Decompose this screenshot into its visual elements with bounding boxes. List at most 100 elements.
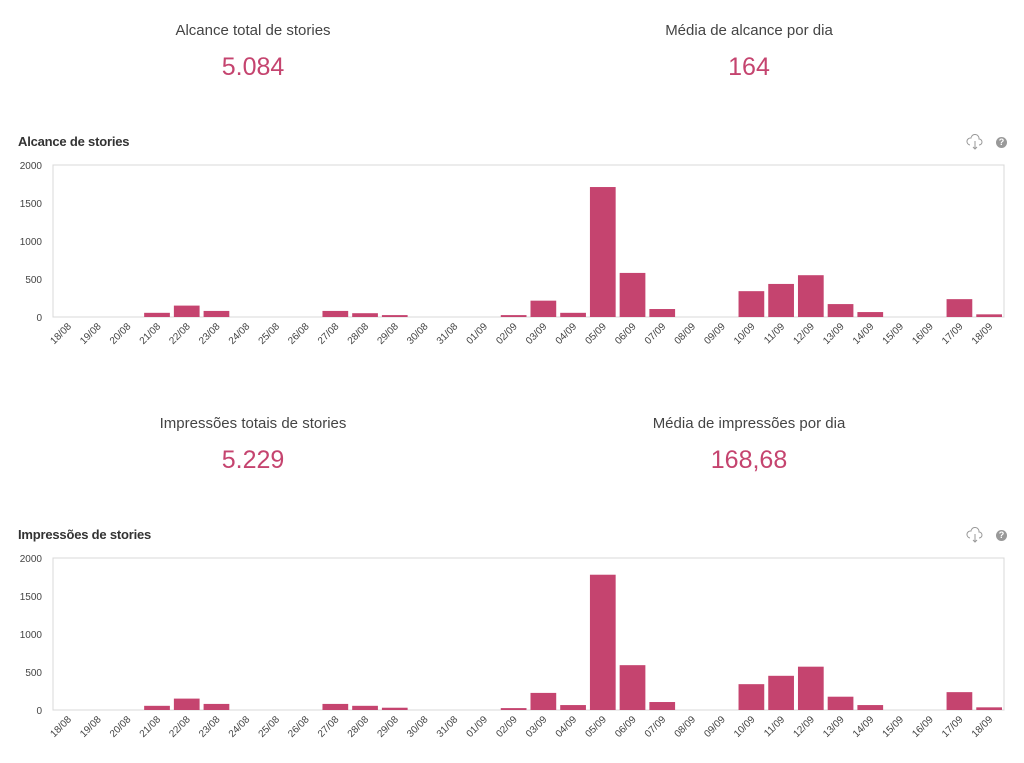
cloud-download-icon[interactable] bbox=[966, 134, 984, 150]
y-tick-label: 1500 bbox=[20, 199, 43, 210]
x-tick-label: 15/09 bbox=[881, 714, 907, 740]
bar bbox=[560, 312, 586, 317]
x-tick-label: 18/09 bbox=[970, 714, 996, 740]
x-tick-label: 06/09 bbox=[613, 714, 639, 740]
bar bbox=[203, 310, 230, 317]
impressions-bar-chart: 0 500 1000 1500 2000 18/08 19/08 20/08 21/08 22/0… bbox=[20, 554, 1005, 740]
bar bbox=[352, 313, 378, 317]
stat-value: 5.229 bbox=[221, 446, 285, 474]
x-tick-label: 03/09 bbox=[524, 321, 550, 347]
x-tick-label: 11/09 bbox=[762, 321, 787, 346]
bar bbox=[946, 299, 973, 317]
bar bbox=[589, 187, 616, 317]
bar bbox=[827, 304, 854, 317]
x-tick-label: 30/08 bbox=[405, 714, 431, 740]
x-tick-label: 31/08 bbox=[435, 321, 461, 347]
bar bbox=[500, 708, 527, 710]
x-tick-label: 06/09 bbox=[613, 321, 639, 347]
x-tick-label: 02/09 bbox=[494, 714, 520, 740]
x-tick-label: 25/08 bbox=[257, 321, 283, 347]
x-tick-label: 28/08 bbox=[346, 714, 372, 740]
x-tick-label: 29/08 bbox=[375, 321, 401, 347]
x-tick-label: 13/09 bbox=[821, 714, 847, 740]
x-tick-label: 08/09 bbox=[673, 321, 699, 347]
question-icon[interactable]: ? bbox=[996, 529, 1007, 541]
x-tick-label: 16/09 bbox=[910, 321, 936, 347]
x-tick-label: 04/09 bbox=[554, 714, 580, 740]
x-tick-label: 10/09 bbox=[732, 714, 758, 740]
x-tick-label: 25/08 bbox=[257, 714, 283, 740]
bar bbox=[203, 703, 230, 710]
x-tick-label: 22/08 bbox=[167, 321, 193, 347]
bar bbox=[589, 574, 616, 710]
stat-total-reach: Alcance total de stories 5.084 bbox=[53, 22, 453, 82]
x-tick-label: 05/09 bbox=[583, 714, 609, 740]
x-tick-label: 13/09 bbox=[821, 321, 847, 347]
y-tick-label: 500 bbox=[25, 275, 42, 286]
question-icon[interactable]: ? bbox=[996, 136, 1007, 148]
bar bbox=[738, 291, 765, 317]
x-tick-label: 30/08 bbox=[405, 321, 431, 347]
x-tick-label: 19/08 bbox=[78, 714, 104, 740]
bar bbox=[827, 696, 854, 710]
bar bbox=[768, 675, 794, 710]
plot-area bbox=[52, 164, 1005, 318]
bar bbox=[797, 275, 824, 317]
x-tick-label: 18/08 bbox=[49, 321, 75, 347]
x-tick-label: 24/08 bbox=[227, 714, 253, 740]
bar bbox=[738, 684, 765, 710]
bar bbox=[322, 703, 349, 710]
x-tick-label: 28/08 bbox=[346, 321, 372, 347]
stat-total-impressions: Impressões totais de stories 5.229 bbox=[53, 415, 453, 475]
x-tick-label: 23/08 bbox=[197, 714, 223, 740]
x-tick-label: 09/09 bbox=[702, 714, 728, 740]
bar bbox=[500, 315, 527, 317]
x-tick-label: 19/08 bbox=[78, 321, 104, 347]
bar bbox=[976, 707, 1002, 710]
reach-bar-chart: 0 500 1000 1500 2000 18/08 19/08 20/08 21/08 22/0… bbox=[20, 161, 1005, 347]
bar bbox=[173, 698, 200, 710]
x-tick-label: 16/09 bbox=[910, 714, 936, 740]
x-tick-label: 12/09 bbox=[791, 321, 817, 347]
bar bbox=[381, 315, 408, 317]
y-tick-label: 2000 bbox=[20, 554, 43, 565]
bar bbox=[173, 305, 200, 317]
x-tick-label: 17/09 bbox=[940, 321, 966, 347]
y-tick-label: 500 bbox=[25, 668, 42, 679]
y-tick-label: 1500 bbox=[20, 592, 43, 603]
bar bbox=[768, 283, 794, 317]
y-tick-label: 1000 bbox=[20, 630, 43, 641]
bar bbox=[649, 309, 676, 317]
bar bbox=[946, 692, 973, 710]
x-tick-label: 02/09 bbox=[494, 321, 520, 347]
bar bbox=[144, 705, 170, 710]
stat-value: 168,68 bbox=[710, 446, 788, 474]
x-tick-label: 21/08 bbox=[138, 714, 164, 740]
bar bbox=[322, 310, 349, 317]
bar bbox=[797, 666, 824, 710]
x-tick-label: 07/09 bbox=[643, 321, 669, 347]
chart-title: Alcance de stories bbox=[18, 134, 130, 149]
bar bbox=[530, 300, 557, 317]
x-tick-label: 08/09 bbox=[673, 714, 699, 740]
stat-label: Média de alcance por dia bbox=[665, 22, 833, 39]
x-tick-label: 21/08 bbox=[138, 321, 164, 347]
x-tick-label: 05/09 bbox=[583, 321, 609, 347]
x-tick-label: 10/09 bbox=[732, 321, 758, 347]
cloud-download-icon[interactable] bbox=[966, 527, 984, 543]
y-tick-label: 1000 bbox=[20, 237, 43, 248]
bar bbox=[619, 665, 646, 710]
stat-value: 5.084 bbox=[221, 53, 285, 81]
bar bbox=[560, 705, 586, 710]
x-tick-label: 01/09 bbox=[465, 714, 491, 740]
x-tick-label: 26/08 bbox=[286, 714, 312, 740]
plot-area bbox=[52, 557, 1005, 711]
x-tick-label: 11/09 bbox=[762, 714, 787, 739]
x-tick-label: 14/09 bbox=[851, 714, 877, 740]
x-tick-label: 22/08 bbox=[167, 714, 193, 740]
stat-avg-reach: Média de alcance por dia 164 bbox=[549, 22, 949, 82]
x-tick-label: 29/08 bbox=[375, 714, 401, 740]
x-tick-label: 04/09 bbox=[554, 321, 580, 347]
stat-value: 164 bbox=[728, 53, 770, 81]
y-tick-label: 0 bbox=[36, 706, 42, 717]
